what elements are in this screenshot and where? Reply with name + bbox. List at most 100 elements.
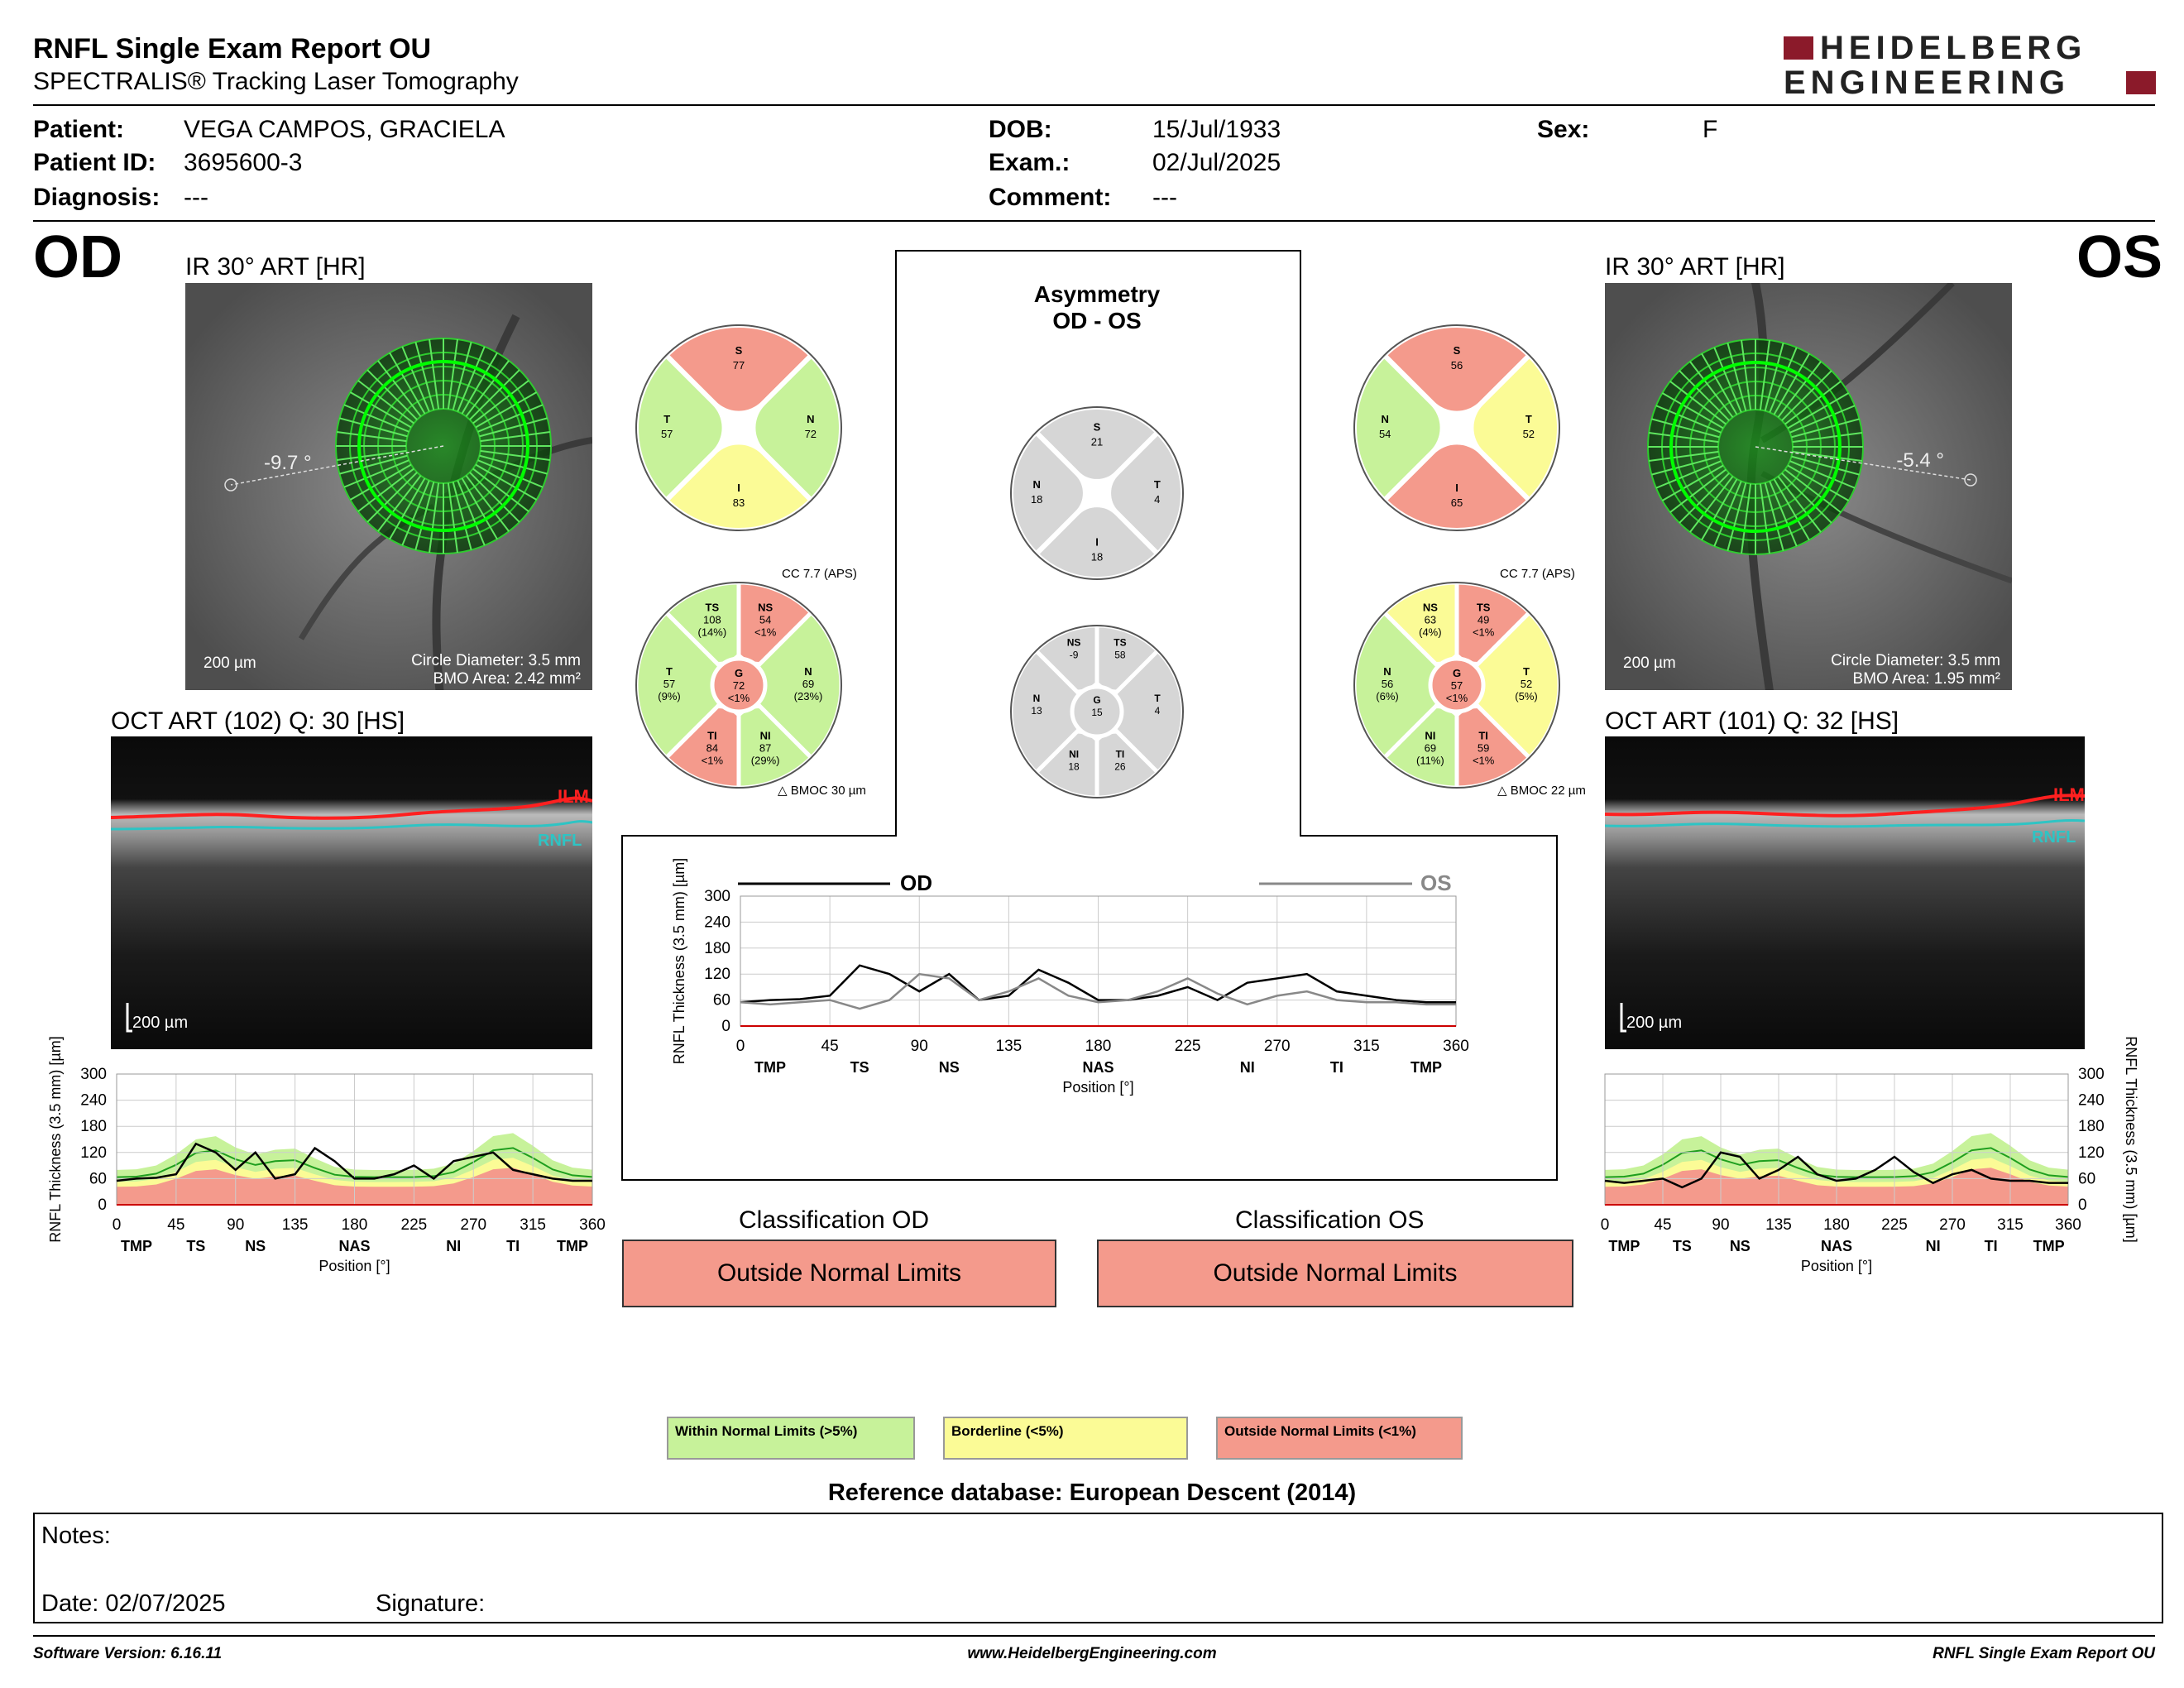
patient-id: 3695600-3 [184,149,303,176]
dob: 15/Jul/1933 [1152,116,1281,143]
scan-spoke [480,431,551,443]
asym-value-I: 18 [1091,551,1103,563]
scan-spoke [472,380,529,424]
asym-label-N: N [1033,478,1041,491]
os-fundus-image: -5.4 ° 200 µm Circle Diameter: 3.5 mm BM… [1605,283,2012,690]
x-tick-label: 180 [1085,1038,1112,1055]
od-sector-value-NI: (29%) [751,755,780,767]
sex: F [1703,116,1718,143]
scan-spoke [1764,482,1784,551]
legend-os-label: OS [1420,870,1452,895]
scan-spoke [1769,347,1798,413]
y-tick-label: 0 [98,1196,107,1214]
y-axis-label: RNFL Thickness (3.5 mm) [µm] [47,1036,64,1242]
scan-spoke [465,475,510,532]
os-bmoc-caption: △ BMOC 22 µm [1497,783,1586,798]
x-tick-label: 315 [1353,1038,1380,1055]
y-axis-label: RNFL Thickness (3.5 mm) [µm] [671,858,687,1064]
x-tick-label: 180 [1823,1216,1850,1234]
scan-spoke [1669,468,1727,513]
sex-label: Sex: [1537,116,1590,143]
scan-spoke [477,404,544,433]
od-cc-caption: CC 7.7 (APS) [782,567,857,581]
od-sector-value-TS: (14%) [698,626,727,638]
diagnosis-label: Diagnosis: [33,184,160,211]
os-quadrant-dial: S 56 T 52 I 65 N 54 [1352,323,1562,533]
y-tick-label: 180 [80,1118,107,1135]
x-tick-label: 45 [821,1038,839,1055]
scan-spoke [366,369,418,420]
series-line-OS [1604,1151,2068,1189]
scan-spoke [1741,339,1752,410]
x-tick-label: 135 [282,1216,309,1234]
scan-spoke [1648,432,1719,444]
y-tick-label: 240 [2078,1092,2105,1110]
notes-label: Notes: [41,1523,111,1549]
x-tick-label: 225 [1881,1216,1908,1234]
od-classification-result: Outside Normal Limits [622,1240,1056,1307]
scan-spoke [469,472,520,523]
os-fundus-svg: -5.4 ° 200 µm Circle Diameter: 3.5 mm BM… [1605,283,2012,690]
legend-outside-normal: Outside Normal Limits (<1%) [1216,1417,1463,1460]
heidelberg-logo: HEIDELBERG ENGINEERING [1779,31,2159,103]
os-sector-value-N: (6%) [1376,690,1398,703]
scan-spoke [343,459,410,488]
region-label: NAS [338,1238,370,1254]
scan-spoke [1701,478,1738,541]
region-label: NI [446,1238,461,1254]
x-axis-label: Position [°] [1062,1079,1133,1096]
x-tick-label: 270 [1264,1038,1291,1055]
os-sector-value-T: 52 [1521,678,1532,690]
scan-spoke [1773,352,1810,415]
scan-spoke [480,449,551,461]
scan-spoke [1679,370,1730,421]
scan-spoke [349,391,412,429]
scan-spoke [1651,455,1720,476]
od-bmo-area: BMO Area: 2.42 mm² [433,670,581,688]
scan-spoke [479,417,548,438]
region-label: TMP [1608,1238,1640,1254]
y-tick-label: 60 [89,1170,107,1187]
exam-date: 02/Jul/2025 [1152,149,1281,176]
scan-spoke [457,480,486,546]
os-global-label: G [1453,667,1461,679]
od-sector-label-TS: TS [706,601,720,613]
asym-sector-value-N: 13 [1031,705,1042,717]
asym-sector-label-TS: TS [1114,637,1126,649]
y-tick-label: 180 [2078,1118,2105,1135]
od-global-value: <1% [728,692,750,704]
report-title: RNFL Single Exam Report OU [33,33,432,65]
asym-global-label: G [1093,694,1100,706]
scan-spoke [477,459,544,488]
x-tick-label: 360 [579,1216,606,1234]
os-value-T: 52 [1523,428,1535,440]
exam-label: Exam.: [989,149,1070,176]
x-tick-label: 315 [520,1216,546,1234]
x-tick-label: 0 [736,1038,745,1055]
scan-spoke [479,454,548,475]
legend-within-normal: Within Normal Limits (>5%) [667,1417,915,1460]
os-bmoc-value: BMOC 22 µm [1510,784,1586,798]
asym-label-I: I [1095,536,1099,549]
os-rnfl-label: RNFL [2032,828,2076,846]
signature-label: Signature: [376,1590,486,1617]
region-label: TI [1330,1059,1343,1076]
od-oct-title: OCT ART (102) Q: 30 [HS] [111,707,405,735]
od-dial-outline [635,324,842,531]
os-angle: -5.4 ° [1896,449,1944,472]
scan-spoke [1651,418,1720,439]
scan-spoke [452,482,472,550]
asym-sector-value-NS: -9 [1070,650,1079,661]
diagnosis: --- [184,184,208,211]
logo-square-icon [2126,71,2156,94]
scan-spoke [414,482,435,550]
y-tick-label: 180 [704,940,730,957]
reference-database: Reference database: European Descent (20… [827,1479,1357,1506]
x-tick-label: 90 [1712,1216,1729,1234]
os-sector-value-TI: <1% [1473,755,1495,767]
x-tick-label: 180 [342,1216,368,1234]
scan-spoke [343,404,410,433]
od-label-N: N [807,413,814,425]
